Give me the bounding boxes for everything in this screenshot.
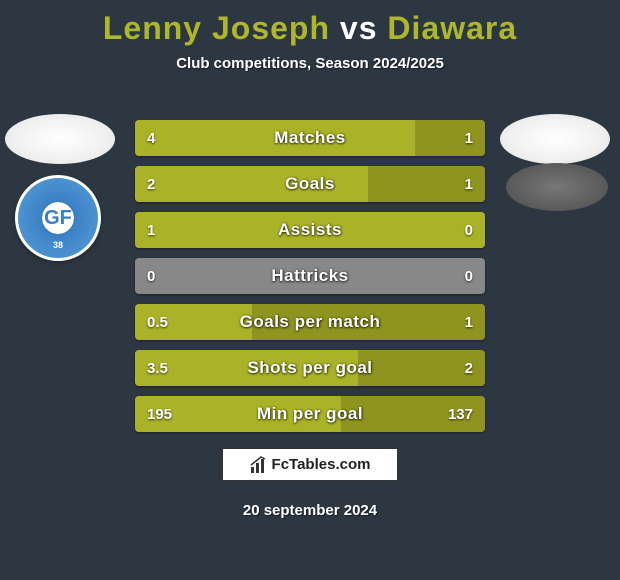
logo-text: FcTables.com: [272, 456, 371, 473]
stat-label: Matches: [135, 120, 485, 156]
stat-row: 195137Min per goal: [135, 396, 485, 432]
comparison-bars: 41Matches 21Goals 10Assists 00Hattricks 0.51…: [135, 120, 485, 442]
club-badge-label: GF: [44, 208, 72, 228]
chart-icon: [250, 456, 268, 474]
stat-label: Hattricks: [135, 258, 485, 294]
player1-club-badge: GF 38: [15, 175, 101, 261]
stat-row: 0.51Goals per match: [135, 304, 485, 340]
player2-club-badge: [506, 163, 608, 211]
stat-label: Min per goal: [135, 396, 485, 432]
stat-row: 41Matches: [135, 120, 485, 156]
stat-label: Goals: [135, 166, 485, 202]
vs-text: vs: [340, 10, 378, 46]
player2-avatar: [500, 114, 610, 164]
stat-label: Shots per goal: [135, 350, 485, 386]
subtitle: Club competitions, Season 2024/2025: [0, 55, 620, 72]
date: 20 september 2024: [0, 502, 620, 519]
player1-name: Lenny Joseph: [103, 10, 330, 46]
player1-avatar: [5, 114, 115, 164]
fctables-logo: FcTables.com: [222, 448, 398, 481]
stat-label: Goals per match: [135, 304, 485, 340]
club-badge-sub: 38: [53, 240, 63, 250]
player2-name: Diawara: [387, 10, 517, 46]
stat-row: 10Assists: [135, 212, 485, 248]
stat-row: 3.52Shots per goal: [135, 350, 485, 386]
stat-row: 21Goals: [135, 166, 485, 202]
stat-row: 00Hattricks: [135, 258, 485, 294]
stat-label: Assists: [135, 212, 485, 248]
page-title: Lenny Joseph vs Diawara: [0, 0, 620, 47]
